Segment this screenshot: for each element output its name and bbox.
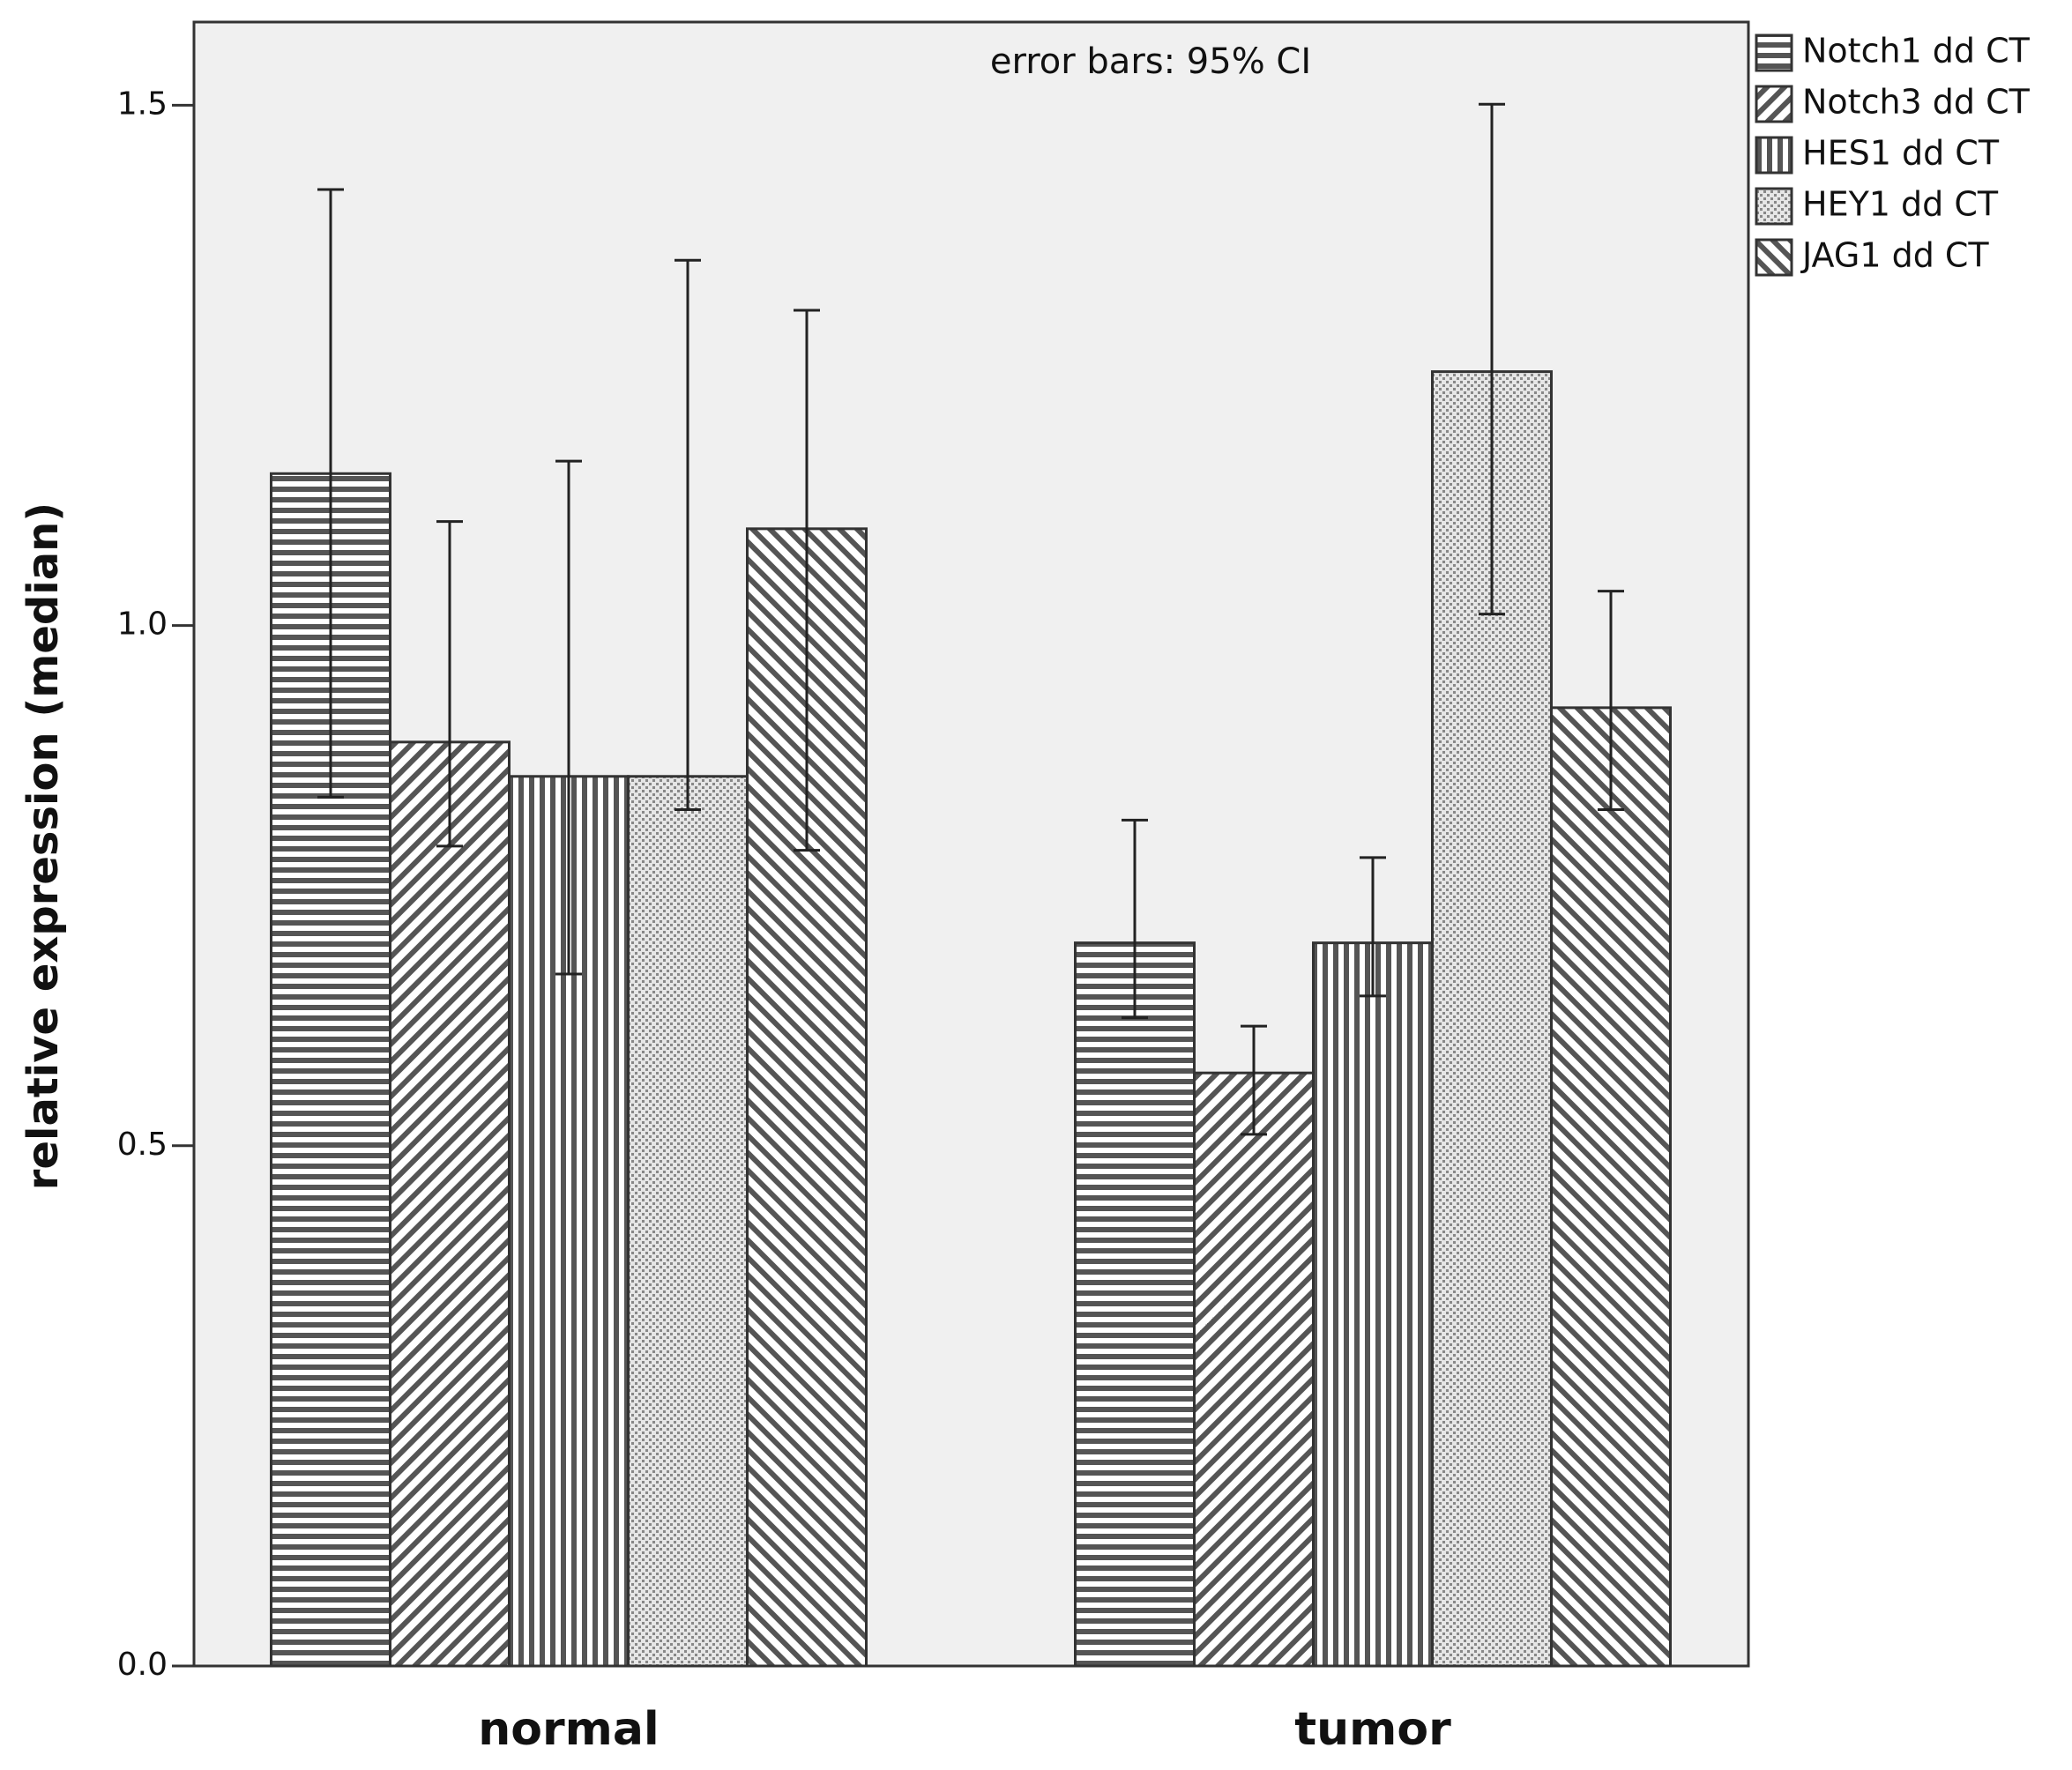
legend-swatch [1755, 187, 1793, 226]
error-bar [1479, 102, 1505, 616]
bar [627, 775, 749, 1668]
legend-label: Notch3 dd CT [1802, 83, 2031, 122]
legend-label: Notch1 dd CT [1802, 32, 2031, 71]
legend-label: HEY1 dd CT [1802, 185, 1999, 224]
y-tick-label: 0.0 [117, 1647, 168, 1683]
error-bar [317, 188, 344, 799]
legend-label: HES1 dd CT [1802, 134, 2000, 173]
bar [1074, 941, 1196, 1668]
y-axis-label: relative expression (median) [19, 502, 68, 1190]
error-bar [675, 258, 701, 812]
legend-swatch [1755, 85, 1793, 123]
error-bar [794, 309, 820, 852]
x-tick-label: normal [478, 1703, 660, 1756]
legend-label: JAG1 dd CT [1800, 236, 1989, 275]
legend-swatch [1755, 136, 1793, 175]
error-bar [555, 459, 582, 976]
bar [1312, 941, 1434, 1668]
y-tick-label: 0.5 [117, 1127, 168, 1163]
error-bar [1122, 818, 1148, 1020]
bar [389, 740, 511, 1668]
x-tick-label: tumor [1294, 1703, 1451, 1756]
legend-swatch [1755, 238, 1793, 277]
bar [1193, 1071, 1315, 1668]
bar [1550, 706, 1672, 1668]
annotation: error bars: 95% CI [990, 41, 1311, 82]
bar [508, 775, 630, 1668]
y-tick-label: 1.5 [117, 86, 168, 122]
error-bar [436, 520, 463, 848]
error-bar [1360, 856, 1386, 998]
y-tick-label: 1.0 [117, 606, 168, 643]
legend-swatch [1755, 33, 1793, 72]
error-bar [1241, 1024, 1267, 1136]
error-bar [1598, 590, 1624, 812]
